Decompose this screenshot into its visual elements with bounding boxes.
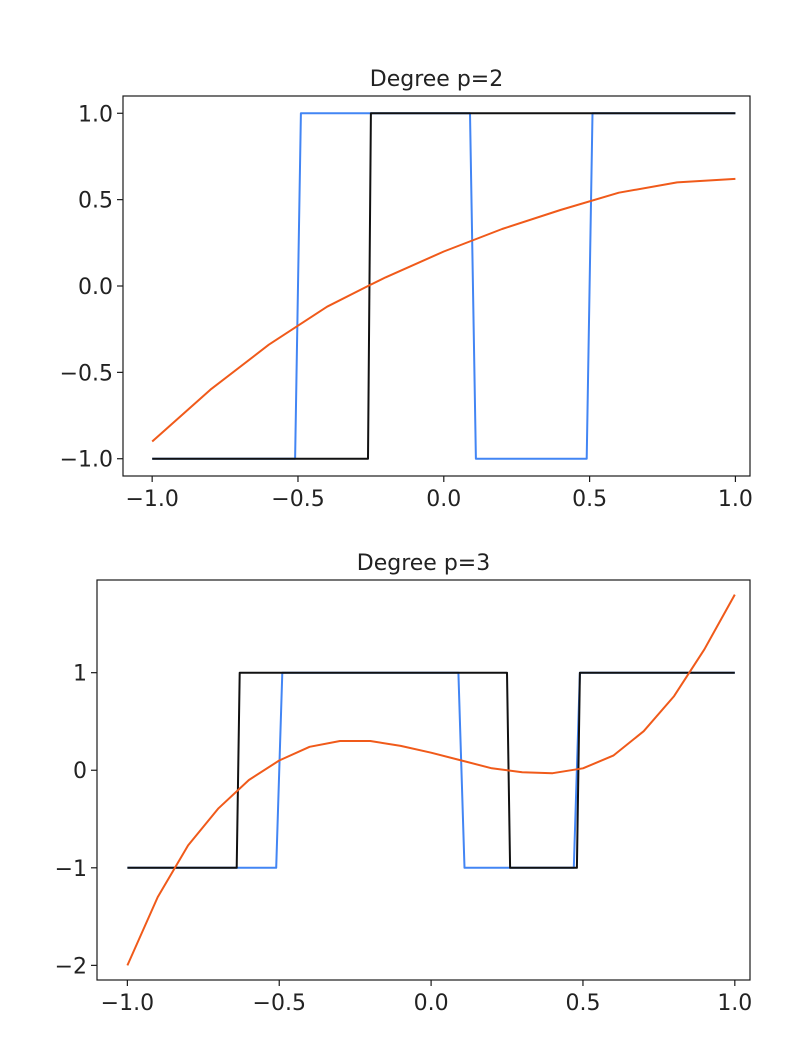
x-tick-label: −0.5 [271, 487, 324, 512]
x-tick-label: 0.0 [414, 991, 449, 1016]
chart-title: Degree p=2 [370, 67, 503, 92]
x-tick-label: 1.0 [717, 991, 752, 1016]
plot-frame [122, 95, 751, 477]
chart-panel-degree-2: Degree p=2 −1.0 −0.5 0.0 0.5 1.0 −1.0 −0.5 0.0… [60, 67, 753, 512]
y-tick-label: 0 [73, 759, 87, 784]
series-line-0 [152, 112, 736, 460]
x-tick-label: 0.5 [572, 487, 607, 512]
x-axis: −1.0 −0.5 0.0 0.5 1.0 [101, 980, 752, 1016]
series-line-1 [127, 671, 735, 869]
x-tick-label: −1.0 [101, 991, 154, 1016]
y-tick-label: 0.0 [78, 275, 113, 300]
x-tick-label: 0.0 [426, 487, 461, 512]
x-tick-label: −0.5 [253, 991, 306, 1016]
series-line-1 [152, 112, 736, 460]
y-tick-label: −0.5 [60, 361, 113, 386]
y-tick-label: 0.5 [78, 189, 113, 214]
series-line-2 [151, 177, 736, 443]
y-tick-label: −1 [55, 857, 87, 882]
chart-title: Degree p=3 [357, 551, 490, 576]
series-line-2 [126, 594, 736, 966]
x-tick-label: 1.0 [718, 487, 753, 512]
x-tick-label: −1.0 [125, 487, 178, 512]
y-tick-label: 1.0 [78, 102, 113, 127]
series-layer [151, 112, 736, 460]
y-axis: −2 −1 0 1 [55, 662, 97, 979]
y-tick-label: −2 [55, 954, 87, 979]
series-layer [126, 594, 736, 966]
series-line-0 [127, 671, 735, 869]
y-tick-label: 1 [73, 662, 87, 687]
plot-frame [96, 579, 751, 981]
y-axis: −1.0 −0.5 0.0 0.5 1.0 [60, 102, 123, 473]
chart-panel-degree-3: Degree p=3 −1.0 −0.5 0.0 0.5 1.0 −2 −1 0 1 [55, 551, 753, 1016]
x-axis: −1.0 −0.5 0.0 0.5 1.0 [125, 476, 753, 512]
y-tick-label: −1.0 [60, 448, 113, 473]
x-tick-label: 0.5 [565, 991, 600, 1016]
